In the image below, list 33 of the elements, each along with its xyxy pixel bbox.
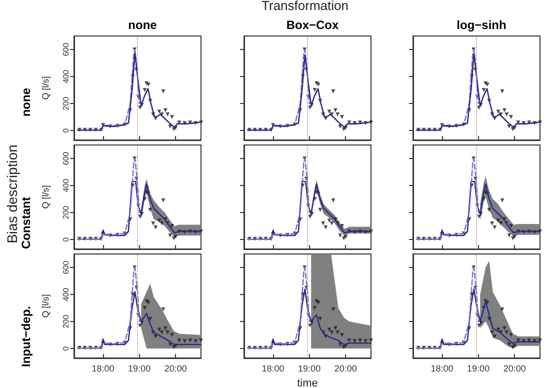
y-tick-label: 0 [62, 128, 70, 133]
y-tick-label: 400 [62, 69, 70, 84]
chart-title: none [128, 18, 158, 32]
y-tick-label: 200 [62, 96, 70, 110]
y-tick-label: 400 [62, 287, 70, 302]
y-axis-title: Q [l/s] [40, 294, 50, 318]
text: Constant [19, 197, 33, 249]
x-axis-title: time [297, 378, 318, 388]
x-tick-label: 19:00 [467, 364, 490, 374]
text: Bias description [4, 144, 20, 244]
y-tick-label: 600 [62, 260, 70, 274]
y-tick-label: 200 [62, 314, 70, 328]
text: Transformation [262, 0, 348, 13]
y-tick-label: 200 [62, 205, 70, 220]
x-tick-label: 18:00 [92, 364, 114, 374]
x-tick-label: 19:00 [128, 364, 151, 374]
y-tick-label: 600 [62, 42, 70, 56]
y-axis-title: Q [l/s] [40, 185, 50, 209]
chart-title: Box−Cox [286, 18, 339, 32]
y-axis-title: Q [l/s] [40, 76, 50, 100]
text: Input−dep. [19, 306, 33, 367]
x-tick-label: 20:00 [503, 364, 526, 374]
y-tick-label: 600 [62, 151, 70, 166]
x-tick-label: 18:00 [430, 364, 454, 374]
y-tick-label: 0 [62, 346, 70, 351]
x-tick-label: 20:00 [164, 364, 187, 374]
y-tick-label: 400 [62, 178, 70, 192]
x-tick-label: 18:00 [262, 364, 284, 374]
text: none [19, 88, 33, 117]
x-tick-label: 20:00 [334, 364, 357, 374]
x-tick-label: 19:00 [298, 364, 321, 374]
y-tick-label: 0 [62, 236, 70, 242]
chart-title: log−sinh [456, 18, 506, 32]
